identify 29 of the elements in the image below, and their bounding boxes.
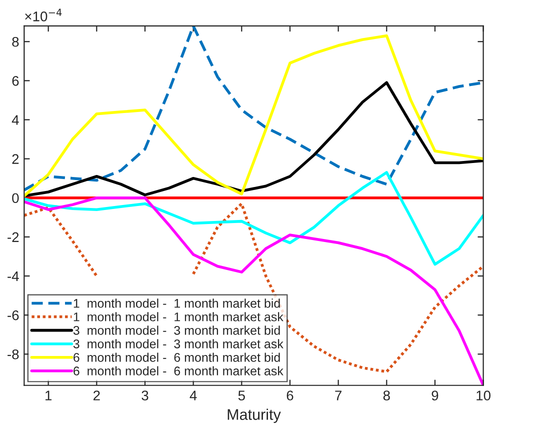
y-tick-label: -2: [8, 232, 19, 242]
legend-label: 1 month model - 1 month market bid: [74, 298, 280, 308]
legend-label: 3 month model - 3 month market ask: [73, 339, 284, 348]
legend-label: 3 month model - 3 month market bid: [73, 326, 280, 335]
x-tick-label: 4: [190, 390, 197, 400]
x-tick-label: 3: [142, 390, 148, 400]
y-tick-label: 4: [12, 115, 19, 125]
x-tick-label: 7: [335, 390, 342, 400]
y-tick-label: -4: [8, 271, 19, 282]
text: ×10$^{−4}$: [25, 8, 62, 22]
y-tick-label: 2: [12, 154, 19, 164]
legend-label: 6 month model - 6 month market bid: [74, 352, 280, 362]
x-axis-title: Maturity: [228, 408, 281, 423]
x-tick-label: 8: [383, 390, 390, 400]
legend-label: 6 month model - 6 month market ask: [74, 366, 284, 376]
y-tick-label: -6: [8, 310, 19, 320]
y-tick-label: 8: [12, 36, 19, 47]
y-tick-label: -8: [8, 349, 19, 360]
x-tick-label: 9: [432, 390, 438, 400]
x-tick-label: 10: [476, 390, 490, 400]
x-tick-label: 1: [46, 390, 52, 400]
line-series: [24, 81, 484, 198]
x-tick-label: 2: [93, 390, 100, 400]
y-tick-label: 6: [12, 76, 19, 86]
x-tick-label: 6: [286, 390, 294, 400]
line-series: [24, 171, 484, 266]
legend-label: 1 month model - 1 month market ask: [74, 312, 284, 322]
x-tick-label: 5: [238, 390, 245, 400]
y-tick-label: 0: [12, 193, 19, 204]
